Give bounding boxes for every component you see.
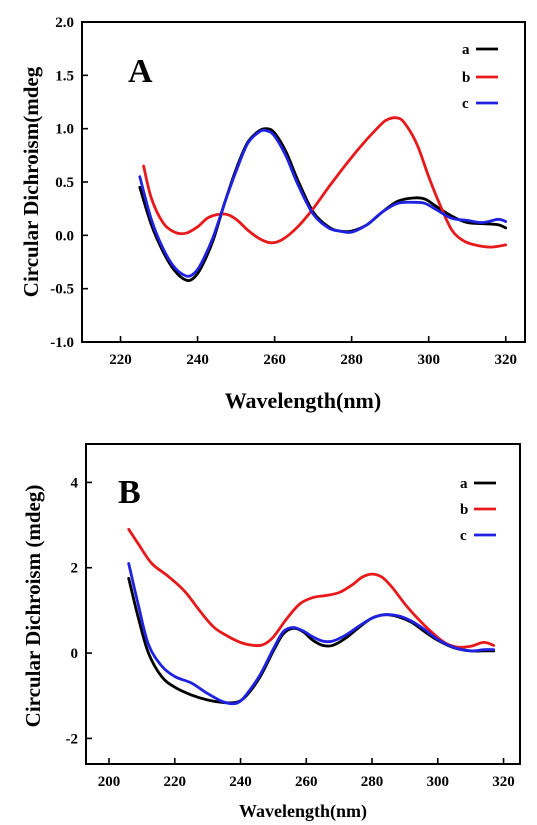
panel-b-legend-label-b: b	[460, 502, 468, 518]
panel-a-label: A	[128, 53, 153, 90]
panel-a-x-tick-label: 260	[263, 352, 286, 368]
panel-b-ticks: 200 220 240 260 280 300 320 -2 0 2 4	[66, 475, 515, 790]
panel-b-y-tick-label: 0	[71, 646, 79, 662]
panel-a-series	[138, 116, 508, 283]
panel-b-legend-label-c: c	[460, 528, 467, 544]
panel-b-legend: a b c	[460, 476, 496, 544]
panel-a-x-tick-label: 220	[109, 352, 132, 368]
panel-a-x-tick-label: 240	[186, 352, 209, 368]
panel-b-y-tick-label: 4	[71, 475, 79, 491]
panel-a-y-axis-label: Circular Dichroism(mdeg	[19, 66, 43, 297]
panel-a-legend-label-c: c	[462, 96, 469, 112]
panel-a-x-tick-label: 320	[494, 352, 517, 368]
panel-a-y-tick-label: 1.0	[55, 122, 74, 138]
panel-a-series-line-b	[142, 116, 508, 249]
panel-b-x-axis-label: Wavelength(nm)	[239, 801, 367, 822]
panel-b-x-tick-label: 320	[492, 774, 515, 790]
panel-a-y-tick-label: -0.5	[50, 282, 74, 298]
panel-a-ticks: 220 240 260 280 300 320 -1.0 -0.5 0.0 0.5 1.0 1.5 2.…	[50, 15, 517, 368]
panel-b-x-tick-label: 280	[361, 774, 384, 790]
panel-b-series-line-c	[127, 562, 496, 706]
panel-b-x-tick-label: 240	[229, 774, 252, 790]
panel-a-y-tick-label: 0.5	[55, 175, 74, 191]
panel-b-x-tick-label: 300	[427, 774, 450, 790]
panel-a-series-line-a	[138, 127, 508, 283]
panel-a-chart: A Circular Dichroism(mdeg Wavelength(nm)…	[19, 15, 526, 413]
panel-b-y-tick-label: 2	[71, 561, 79, 577]
panel-a-x-tick-label: 300	[417, 352, 440, 368]
panel-b-x-tick-label: 260	[295, 774, 318, 790]
panel-b-series-line-a	[127, 577, 496, 705]
panel-a-legend: a b c	[462, 42, 498, 112]
panel-a-x-tick-label: 280	[340, 352, 363, 368]
panel-b-series-line-b	[127, 527, 496, 649]
panel-a-series-line-c	[138, 128, 508, 278]
panel-b-y-tick-label: -2	[66, 731, 79, 747]
panel-b-legend-label-a: a	[460, 476, 468, 492]
panel-b-plot-frame	[85, 443, 521, 765]
panel-a-x-axis-label: Wavelength(nm)	[225, 388, 381, 413]
panel-a-y-tick-label: 2.0	[55, 15, 74, 31]
panel-b-y-axis-label: Circular Dichroism (mdeg)	[21, 485, 45, 728]
panel-b-label: B	[118, 474, 141, 511]
panel-a-legend-label-b: b	[462, 70, 470, 86]
panel-b-x-tick-label: 200	[98, 774, 121, 790]
panel-b-series	[127, 527, 496, 706]
panel-a-y-tick-label: -1.0	[50, 335, 74, 351]
panel-b-x-tick-label: 220	[164, 774, 187, 790]
panel-a-y-tick-label: 0.0	[55, 228, 74, 244]
panel-b-chart: B Circular Dichroism (mdeg) Wavelength(n…	[21, 443, 521, 822]
panel-a-legend-label-a: a	[462, 42, 470, 58]
panel-a-y-tick-label: 1.5	[55, 68, 74, 84]
